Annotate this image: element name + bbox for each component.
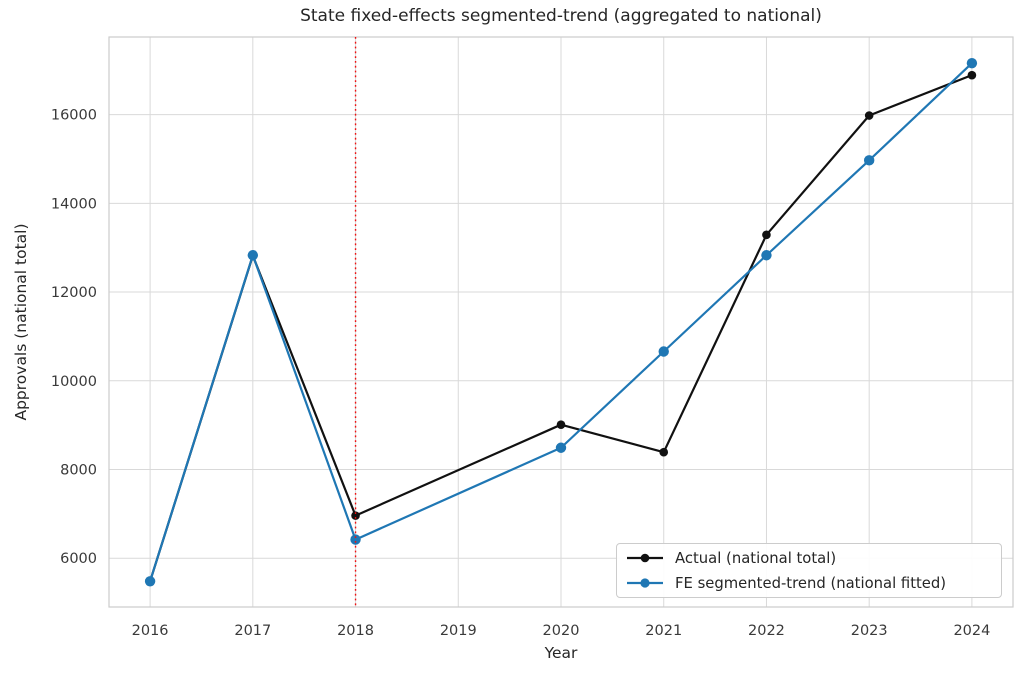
marker-fitted-2024 bbox=[966, 57, 978, 69]
legend-item-actual: Actual (national total) bbox=[626, 547, 1001, 569]
marker-actual-2020 bbox=[556, 420, 566, 429]
marker-actual-2018 bbox=[351, 511, 360, 520]
marker-fitted-2017 bbox=[247, 250, 259, 261]
legend-line-marker-icon bbox=[627, 553, 663, 563]
legend-label-actual: Actual (national total) bbox=[675, 549, 837, 567]
x-tick-label: 2019 bbox=[440, 623, 477, 639]
chart-title: State fixed-effects segmented-trend (agg… bbox=[300, 6, 822, 26]
marker-actual-2021 bbox=[659, 447, 669, 457]
y-tick-label: 14000 bbox=[51, 196, 97, 212]
marker-fitted-2020 bbox=[555, 442, 567, 453]
marker-fitted-2022 bbox=[761, 250, 772, 261]
x-tick-label: 2024 bbox=[953, 623, 990, 639]
legend-line-marker-icon bbox=[627, 578, 663, 588]
x-tick-label: 2018 bbox=[337, 623, 374, 639]
legend-item-fitted: FE segmented-trend (national fitted) bbox=[626, 572, 1001, 594]
x-tick-label: 2022 bbox=[748, 623, 785, 639]
x-tick-label: 2017 bbox=[234, 623, 271, 639]
marker-actual-2024 bbox=[967, 70, 977, 80]
y-tick-label: 16000 bbox=[51, 108, 97, 124]
series-line-fitted bbox=[149, 62, 973, 582]
marker-actual-2023 bbox=[864, 111, 874, 120]
x-tick-label: 2023 bbox=[851, 623, 888, 639]
x-tick-label: 2016 bbox=[132, 623, 169, 639]
series-line-actual bbox=[149, 74, 973, 582]
x-axis-label: Year bbox=[544, 644, 578, 662]
marker-fitted-2016 bbox=[144, 576, 156, 587]
marker-actual-2022 bbox=[762, 230, 771, 240]
y-tick-label: 8000 bbox=[60, 462, 97, 478]
marker-fitted-2018 bbox=[350, 534, 361, 545]
y-tick-label: 10000 bbox=[51, 374, 97, 390]
marker-fitted-2021 bbox=[658, 346, 669, 357]
x-tick-label: 2020 bbox=[543, 623, 580, 639]
legend-label-fitted: FE segmented-trend (national fitted) bbox=[675, 574, 947, 592]
y-tick-label: 6000 bbox=[60, 551, 97, 567]
x-tick-label: 2021 bbox=[645, 623, 682, 639]
plot-border bbox=[108, 36, 1014, 608]
marker-fitted-2023 bbox=[863, 155, 875, 166]
legend: Actual (national total) FE segmented-tre… bbox=[616, 543, 1002, 598]
y-tick-label: 12000 bbox=[51, 285, 97, 301]
